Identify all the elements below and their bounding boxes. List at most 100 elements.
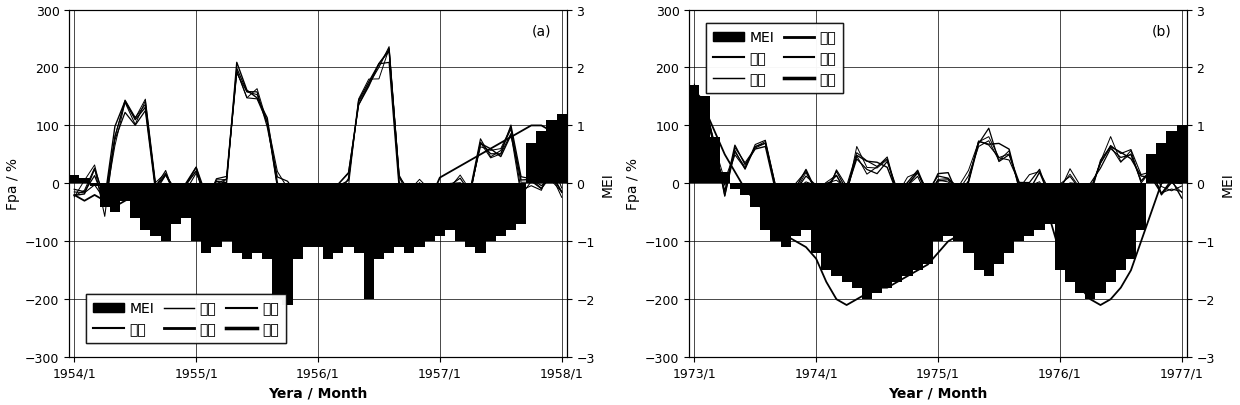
- Bar: [486, 184, 496, 242]
- Bar: [181, 184, 191, 219]
- Bar: [1106, 184, 1116, 282]
- Bar: [1177, 126, 1187, 184]
- Bar: [852, 184, 862, 288]
- Bar: [343, 184, 353, 247]
- Bar: [69, 175, 79, 184]
- Bar: [1095, 184, 1106, 294]
- Bar: [903, 184, 913, 276]
- Bar: [821, 184, 831, 271]
- Bar: [404, 184, 414, 253]
- Legend: MEI, 右江, 天一, 龙滩, 光照, 长洲: MEI, 右江, 天一, 龙滩, 光照, 长洲: [86, 295, 286, 343]
- Bar: [791, 184, 801, 236]
- Y-axis label: Fpa / %: Fpa / %: [625, 158, 640, 210]
- Bar: [547, 120, 557, 184]
- Bar: [770, 184, 781, 242]
- Bar: [537, 132, 547, 184]
- Bar: [842, 184, 852, 282]
- Bar: [1024, 184, 1034, 236]
- Bar: [963, 184, 973, 253]
- Bar: [242, 184, 252, 259]
- Bar: [140, 184, 150, 230]
- Bar: [110, 184, 120, 213]
- Bar: [760, 184, 770, 230]
- Bar: [1085, 184, 1095, 299]
- Bar: [293, 184, 303, 259]
- Bar: [455, 184, 465, 242]
- Bar: [872, 184, 882, 294]
- Bar: [689, 86, 699, 184]
- Bar: [1004, 184, 1014, 253]
- Bar: [324, 184, 334, 259]
- Bar: [79, 178, 89, 184]
- Bar: [363, 184, 373, 299]
- Y-axis label: MEI: MEI: [1220, 172, 1235, 196]
- Bar: [384, 184, 394, 253]
- Bar: [893, 184, 903, 282]
- Bar: [993, 184, 1004, 265]
- Bar: [252, 184, 262, 253]
- Bar: [944, 184, 954, 236]
- Bar: [1146, 155, 1157, 184]
- Bar: [475, 184, 486, 253]
- Bar: [1157, 143, 1167, 184]
- Bar: [191, 184, 201, 242]
- Bar: [334, 184, 343, 253]
- Bar: [1167, 132, 1177, 184]
- Bar: [1065, 184, 1075, 282]
- Bar: [506, 184, 516, 230]
- Bar: [222, 184, 232, 242]
- Bar: [709, 138, 719, 184]
- Bar: [740, 184, 750, 196]
- Bar: [1075, 184, 1085, 294]
- Bar: [1014, 184, 1024, 242]
- Bar: [811, 184, 821, 253]
- Bar: [394, 184, 404, 247]
- Bar: [161, 184, 171, 242]
- Bar: [1055, 184, 1065, 271]
- Bar: [1126, 184, 1136, 259]
- Bar: [89, 184, 99, 187]
- Bar: [923, 184, 932, 265]
- Bar: [283, 184, 293, 305]
- Bar: [211, 184, 222, 247]
- Bar: [424, 184, 435, 242]
- Y-axis label: Fpa / %: Fpa / %: [5, 158, 20, 210]
- X-axis label: Year / Month: Year / Month: [888, 386, 988, 399]
- Bar: [312, 184, 324, 247]
- Bar: [273, 184, 283, 299]
- Bar: [983, 184, 993, 276]
- Bar: [1116, 184, 1126, 271]
- Bar: [831, 184, 842, 276]
- Bar: [99, 184, 110, 207]
- Bar: [719, 173, 730, 184]
- Bar: [120, 184, 130, 201]
- Bar: [913, 184, 923, 271]
- Bar: [750, 184, 760, 207]
- Bar: [353, 184, 363, 253]
- Bar: [699, 97, 709, 184]
- Bar: [1034, 184, 1044, 230]
- Bar: [730, 184, 740, 190]
- Bar: [465, 184, 475, 247]
- Bar: [445, 184, 455, 230]
- Legend: MEI, 天一, 光照, 右江, 龙滩, 长洲: MEI, 天一, 光照, 右江, 龙滩, 长洲: [706, 24, 843, 94]
- Bar: [130, 184, 140, 219]
- Bar: [954, 184, 963, 242]
- Bar: [973, 184, 983, 271]
- Bar: [373, 184, 384, 259]
- Bar: [201, 184, 211, 253]
- Bar: [882, 184, 893, 288]
- Bar: [232, 184, 242, 253]
- Bar: [496, 184, 506, 236]
- Bar: [862, 184, 872, 299]
- Bar: [526, 143, 537, 184]
- Text: (a): (a): [532, 24, 552, 38]
- Bar: [303, 184, 312, 247]
- Bar: [932, 184, 944, 242]
- Bar: [516, 184, 526, 224]
- Text: (b): (b): [1152, 24, 1172, 38]
- Bar: [781, 184, 791, 247]
- X-axis label: Yera / Month: Yera / Month: [268, 386, 368, 399]
- Bar: [435, 184, 445, 236]
- Bar: [801, 184, 811, 230]
